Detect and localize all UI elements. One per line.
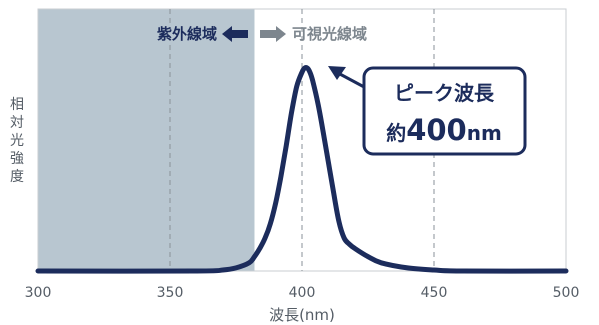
series-line: [35, 65, 569, 274]
x-axis-title: 波長(nm): [269, 306, 335, 324]
visible-region-label: 可視光線域: [292, 25, 367, 43]
x-tick-label: 350: [157, 285, 184, 301]
uv-shaded-region: [38, 9, 255, 271]
arrow-left-icon: [222, 26, 248, 42]
callout-leader-line: [337, 71, 367, 90]
x-tick-label: 400: [289, 285, 316, 301]
x-tick-label: 450: [421, 285, 448, 301]
peak-value: 約400nm: [386, 113, 502, 147]
x-tick-label: 500: [553, 285, 580, 301]
peak-unit: nm: [467, 121, 502, 145]
peak-label: ピーク波長: [394, 81, 495, 105]
peak-prefix: 約: [386, 121, 406, 145]
callout-box: [362, 66, 527, 156]
uv-region-label: 紫外線域: [157, 25, 217, 43]
y-axis-title: 相対光強度: [10, 97, 24, 185]
arrow-right-icon: [260, 26, 286, 42]
callout-arrowhead-icon: [328, 66, 346, 80]
peak-number: 400: [406, 113, 467, 147]
x-tick-label: 300: [25, 285, 52, 301]
x-tick-labels: 300 350 400 450 500: [25, 285, 580, 301]
